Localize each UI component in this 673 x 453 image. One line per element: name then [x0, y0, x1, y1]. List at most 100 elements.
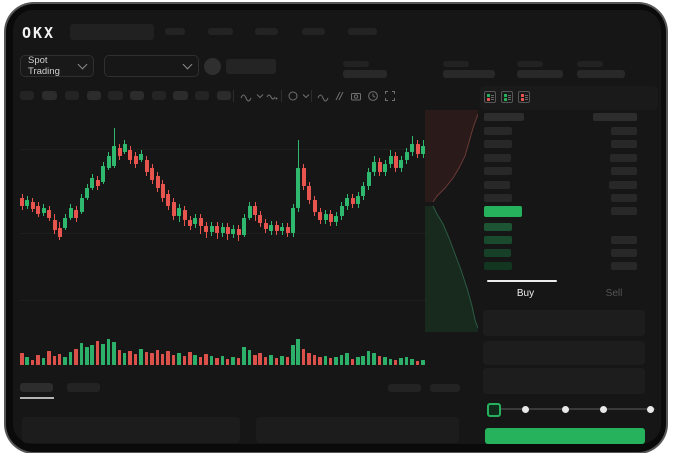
candle-body — [339, 206, 344, 216]
market-type-dropdown[interactable]: Spot Trading — [20, 55, 94, 77]
volume-bar — [122, 353, 127, 365]
candle-body — [399, 160, 404, 168]
nav-item-placeholder[interactable] — [348, 28, 377, 35]
candlestick-chart[interactable] — [20, 110, 426, 332]
ask-row[interactable] — [480, 127, 658, 136]
timeframe-button[interactable] — [108, 91, 123, 100]
amount-slider[interactable] — [487, 403, 655, 417]
parallel-lines-icon[interactable] — [333, 90, 345, 102]
ask-row[interactable] — [480, 180, 658, 190]
timeframe-button[interactable] — [152, 91, 166, 100]
volume-bar — [404, 357, 409, 365]
candle-body — [182, 210, 187, 220]
bid-amount-bar — [611, 249, 637, 257]
candle-body — [377, 162, 382, 172]
depth-ask-line — [432, 113, 478, 203]
orderbook-both-icon[interactable] — [484, 91, 496, 103]
ask-amount-bar — [611, 140, 637, 149]
timeframe-button[interactable] — [195, 91, 209, 100]
volume-bar — [209, 356, 214, 365]
volume-bar — [182, 356, 187, 365]
ask-row[interactable] — [480, 153, 658, 163]
orderbook-asks-icon[interactable] — [518, 91, 530, 103]
timeframe-button[interactable] — [20, 91, 34, 100]
volume-bar — [361, 356, 365, 365]
bottom-right-placeholder[interactable] — [388, 384, 421, 392]
volume-bar — [198, 357, 203, 365]
trade-input-placeholder[interactable] — [483, 341, 645, 365]
ask-row[interactable] — [480, 167, 658, 176]
wave-dot-icon[interactable] — [266, 90, 278, 102]
nav-item-placeholder[interactable] — [302, 28, 325, 35]
candle-body — [356, 196, 361, 204]
volume-bar — [247, 350, 252, 365]
volume-bar — [30, 360, 35, 365]
slider-dot[interactable] — [647, 406, 654, 413]
timeframe-button[interactable] — [173, 91, 188, 100]
camera-icon[interactable] — [350, 90, 362, 102]
volume-bar — [166, 351, 170, 365]
bottom-tab[interactable] — [67, 383, 100, 392]
bid-row[interactable] — [480, 262, 658, 271]
nav-item-placeholder[interactable] — [255, 28, 278, 35]
ask-row[interactable] — [480, 194, 658, 203]
ask-row[interactable] — [480, 140, 658, 149]
volume-bar — [350, 359, 355, 365]
slider-dot[interactable] — [599, 406, 607, 413]
ask-price-bar — [484, 167, 512, 176]
ask-price-bar — [484, 153, 511, 162]
slider-dot[interactable] — [561, 406, 569, 413]
ask-amount-bar — [611, 167, 637, 176]
candle-body — [328, 214, 333, 222]
chevron-down-icon[interactable] — [254, 90, 266, 102]
depth-bid-line — [432, 205, 478, 329]
buy-submit-button[interactable] — [485, 428, 645, 444]
candle-body — [334, 216, 339, 222]
timeframe-button[interactable] — [87, 91, 101, 100]
stat-value-placeholder — [577, 70, 625, 78]
line-tools-wave-icon[interactable] — [317, 90, 329, 102]
trade-input-placeholder[interactable] — [483, 310, 645, 336]
circle-indicator-icon[interactable] — [287, 90, 299, 102]
volume-bar — [366, 351, 371, 365]
volume-bar — [68, 352, 73, 365]
slider-dot[interactable] — [522, 406, 530, 413]
volume-bar — [171, 355, 176, 365]
stat-label-placeholder — [577, 61, 603, 67]
tab-sell[interactable]: Sell — [605, 288, 623, 299]
candle-body — [421, 146, 426, 154]
candle-body — [225, 227, 230, 234]
bid-row[interactable] — [480, 236, 658, 245]
bottom-panel-placeholder — [256, 417, 459, 443]
chevron-down-icon[interactable] — [300, 90, 312, 102]
slider-handle[interactable] — [487, 403, 501, 417]
volume-bar — [117, 350, 122, 365]
search-placeholder[interactable] — [70, 24, 154, 40]
volume-bar — [112, 342, 116, 365]
depth-bid-fill — [425, 206, 478, 332]
bid-row[interactable] — [480, 249, 658, 258]
bid-row[interactable] — [480, 223, 658, 232]
history-clock-icon[interactable] — [367, 90, 379, 102]
volume-bar — [90, 345, 94, 365]
timeframe-button[interactable] — [65, 91, 79, 100]
bid-price-bar — [484, 236, 512, 244]
indicator-wave-icon[interactable] — [240, 90, 252, 102]
book-color-segment — [486, 93, 490, 97]
timeframe-button[interactable] — [42, 91, 57, 100]
timeframe-button[interactable] — [130, 91, 144, 100]
timeframe-button[interactable] — [217, 91, 231, 100]
volume-bar — [36, 355, 40, 365]
orderbook-bids-icon[interactable] — [501, 91, 513, 103]
candle-body — [415, 144, 420, 154]
bottom-right-placeholder[interactable] — [430, 384, 460, 392]
bottom-tab[interactable] — [20, 383, 53, 392]
tab-buy[interactable]: Buy — [516, 288, 535, 299]
trade-input-placeholder[interactable] — [483, 368, 645, 394]
nav-item-placeholder[interactable] — [165, 28, 185, 35]
ask-amount-bar — [611, 127, 637, 135]
fullscreen-icon[interactable] — [384, 90, 396, 102]
pair-selector-dropdown[interactable] — [104, 55, 199, 77]
nav-item-placeholder[interactable] — [208, 28, 233, 35]
volume-bar — [312, 355, 317, 365]
